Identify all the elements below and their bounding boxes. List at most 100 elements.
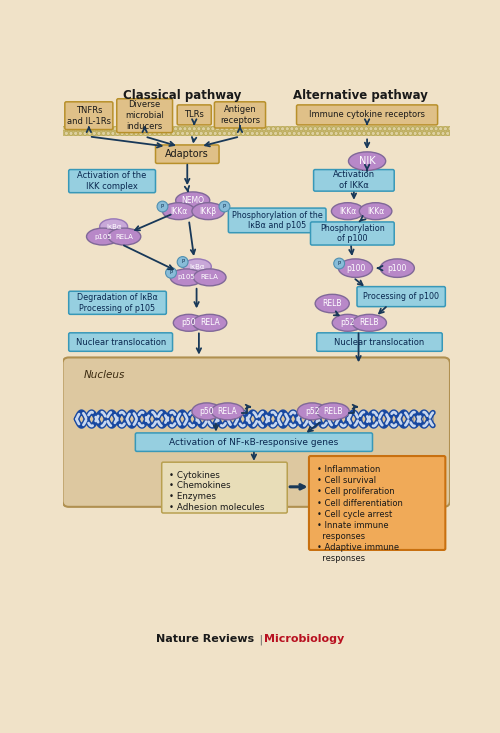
FancyBboxPatch shape bbox=[68, 333, 172, 351]
Circle shape bbox=[176, 131, 180, 136]
Text: p105: p105 bbox=[94, 234, 112, 240]
Ellipse shape bbox=[184, 259, 212, 274]
Text: P: P bbox=[170, 270, 172, 276]
Circle shape bbox=[320, 131, 324, 136]
FancyBboxPatch shape bbox=[310, 222, 394, 245]
Circle shape bbox=[388, 127, 392, 130]
Circle shape bbox=[153, 131, 156, 136]
Circle shape bbox=[250, 131, 254, 136]
Circle shape bbox=[127, 127, 131, 130]
Circle shape bbox=[200, 131, 203, 136]
Circle shape bbox=[366, 131, 370, 136]
Circle shape bbox=[308, 127, 312, 130]
Circle shape bbox=[318, 127, 322, 130]
Circle shape bbox=[269, 131, 273, 136]
FancyBboxPatch shape bbox=[62, 358, 450, 507]
Circle shape bbox=[258, 127, 262, 130]
Circle shape bbox=[372, 131, 375, 136]
Text: TLRs: TLRs bbox=[184, 111, 204, 119]
Circle shape bbox=[420, 127, 424, 130]
Text: Nuclear translocation: Nuclear translocation bbox=[76, 338, 166, 347]
Text: RELA: RELA bbox=[201, 274, 218, 281]
Text: NEMO: NEMO bbox=[181, 196, 204, 205]
Text: IκBα: IκBα bbox=[106, 224, 122, 229]
Circle shape bbox=[446, 131, 450, 136]
Text: Phosphorylation
of p100: Phosphorylation of p100 bbox=[320, 224, 384, 243]
Circle shape bbox=[241, 131, 245, 136]
Circle shape bbox=[211, 127, 215, 130]
Circle shape bbox=[369, 127, 373, 130]
Text: Microbiology: Microbiology bbox=[264, 634, 344, 644]
FancyBboxPatch shape bbox=[68, 169, 156, 193]
Text: Activation of the
IKK complex: Activation of the IKK complex bbox=[78, 172, 147, 191]
Circle shape bbox=[97, 131, 101, 136]
Text: p105: p105 bbox=[178, 274, 196, 281]
Circle shape bbox=[302, 131, 306, 136]
Circle shape bbox=[106, 131, 110, 136]
Text: P: P bbox=[161, 204, 164, 209]
Circle shape bbox=[346, 127, 350, 130]
Circle shape bbox=[253, 127, 256, 130]
Ellipse shape bbox=[219, 201, 230, 212]
Circle shape bbox=[348, 131, 352, 136]
Circle shape bbox=[355, 127, 359, 130]
Circle shape bbox=[118, 127, 122, 130]
Circle shape bbox=[194, 131, 198, 136]
Circle shape bbox=[325, 131, 328, 136]
Circle shape bbox=[294, 127, 298, 130]
Circle shape bbox=[397, 127, 401, 130]
Ellipse shape bbox=[212, 403, 244, 420]
Circle shape bbox=[383, 127, 387, 130]
Circle shape bbox=[374, 127, 378, 130]
Circle shape bbox=[162, 131, 166, 136]
Circle shape bbox=[239, 127, 242, 130]
Circle shape bbox=[288, 131, 292, 136]
FancyBboxPatch shape bbox=[296, 105, 438, 125]
Circle shape bbox=[448, 127, 452, 130]
Circle shape bbox=[169, 127, 173, 130]
Circle shape bbox=[69, 131, 73, 136]
Ellipse shape bbox=[177, 257, 188, 268]
Text: IKKβ: IKKβ bbox=[200, 207, 217, 216]
Ellipse shape bbox=[298, 403, 327, 420]
Text: RELB: RELB bbox=[322, 299, 342, 308]
Circle shape bbox=[248, 127, 252, 130]
FancyBboxPatch shape bbox=[68, 291, 166, 314]
FancyBboxPatch shape bbox=[214, 102, 266, 128]
Circle shape bbox=[197, 127, 201, 130]
Ellipse shape bbox=[192, 403, 222, 420]
Circle shape bbox=[386, 131, 389, 136]
Circle shape bbox=[116, 131, 119, 136]
Text: p50: p50 bbox=[200, 407, 214, 416]
FancyBboxPatch shape bbox=[162, 463, 287, 513]
Circle shape bbox=[278, 131, 282, 136]
Circle shape bbox=[92, 131, 96, 136]
Circle shape bbox=[114, 127, 117, 130]
Text: p100: p100 bbox=[388, 264, 407, 273]
Circle shape bbox=[313, 127, 317, 130]
Text: p50: p50 bbox=[182, 318, 196, 328]
Circle shape bbox=[236, 131, 240, 136]
Circle shape bbox=[100, 127, 103, 130]
Circle shape bbox=[122, 127, 126, 130]
FancyBboxPatch shape bbox=[309, 456, 446, 550]
Circle shape bbox=[148, 131, 152, 136]
Circle shape bbox=[350, 127, 354, 130]
Ellipse shape bbox=[86, 228, 119, 245]
Text: Phosphorylation of the
IκBα and p105: Phosphorylation of the IκBα and p105 bbox=[232, 210, 322, 230]
Circle shape bbox=[341, 127, 345, 130]
Ellipse shape bbox=[348, 152, 386, 170]
Circle shape bbox=[141, 127, 145, 130]
Circle shape bbox=[311, 131, 315, 136]
Circle shape bbox=[394, 131, 398, 136]
Circle shape bbox=[183, 127, 187, 130]
Ellipse shape bbox=[334, 258, 344, 269]
Ellipse shape bbox=[170, 269, 203, 286]
Text: RELB: RELB bbox=[360, 318, 379, 328]
Circle shape bbox=[164, 127, 168, 130]
Circle shape bbox=[246, 131, 250, 136]
Text: Degradation of IκBα
Processing of p105: Degradation of IκBα Processing of p105 bbox=[77, 293, 158, 313]
Circle shape bbox=[125, 131, 129, 136]
Text: Classical pathway: Classical pathway bbox=[124, 89, 242, 102]
Circle shape bbox=[413, 131, 417, 136]
